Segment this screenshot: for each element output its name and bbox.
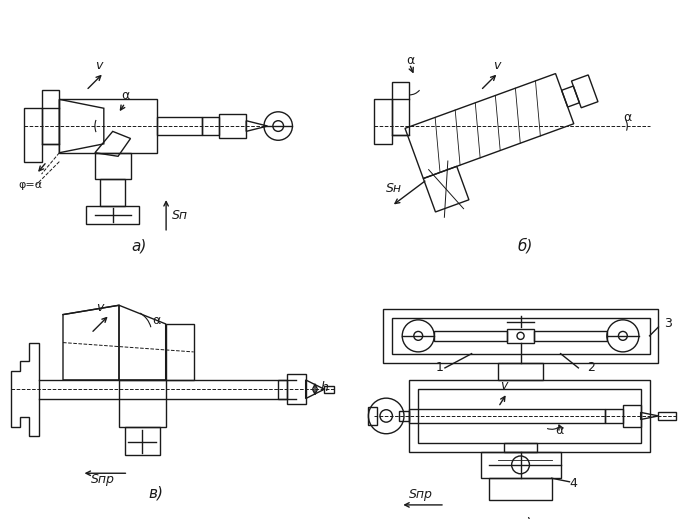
Text: α: α xyxy=(555,424,564,436)
Text: α: α xyxy=(623,111,631,124)
Text: h: h xyxy=(321,381,328,394)
Text: α: α xyxy=(122,89,130,102)
Text: г): г) xyxy=(518,516,532,519)
Text: Sн: Sн xyxy=(386,182,402,195)
Text: 4: 4 xyxy=(570,477,578,490)
Text: 3: 3 xyxy=(664,317,672,330)
Text: φ=α: φ=α xyxy=(18,180,43,190)
Text: α: α xyxy=(406,54,414,67)
Text: v: v xyxy=(95,59,102,72)
Text: а): а) xyxy=(132,239,147,254)
Text: Sп: Sп xyxy=(172,209,188,222)
Text: v: v xyxy=(493,59,500,72)
Text: Sпр: Sпр xyxy=(410,488,433,501)
Text: 1: 1 xyxy=(436,361,444,374)
Text: v: v xyxy=(97,301,104,314)
Text: б): б) xyxy=(517,238,533,254)
Text: Sпр: Sпр xyxy=(91,473,115,486)
Text: α: α xyxy=(153,314,161,327)
Text: v: v xyxy=(500,379,507,392)
Text: 2: 2 xyxy=(587,361,595,374)
Text: в): в) xyxy=(149,485,164,500)
